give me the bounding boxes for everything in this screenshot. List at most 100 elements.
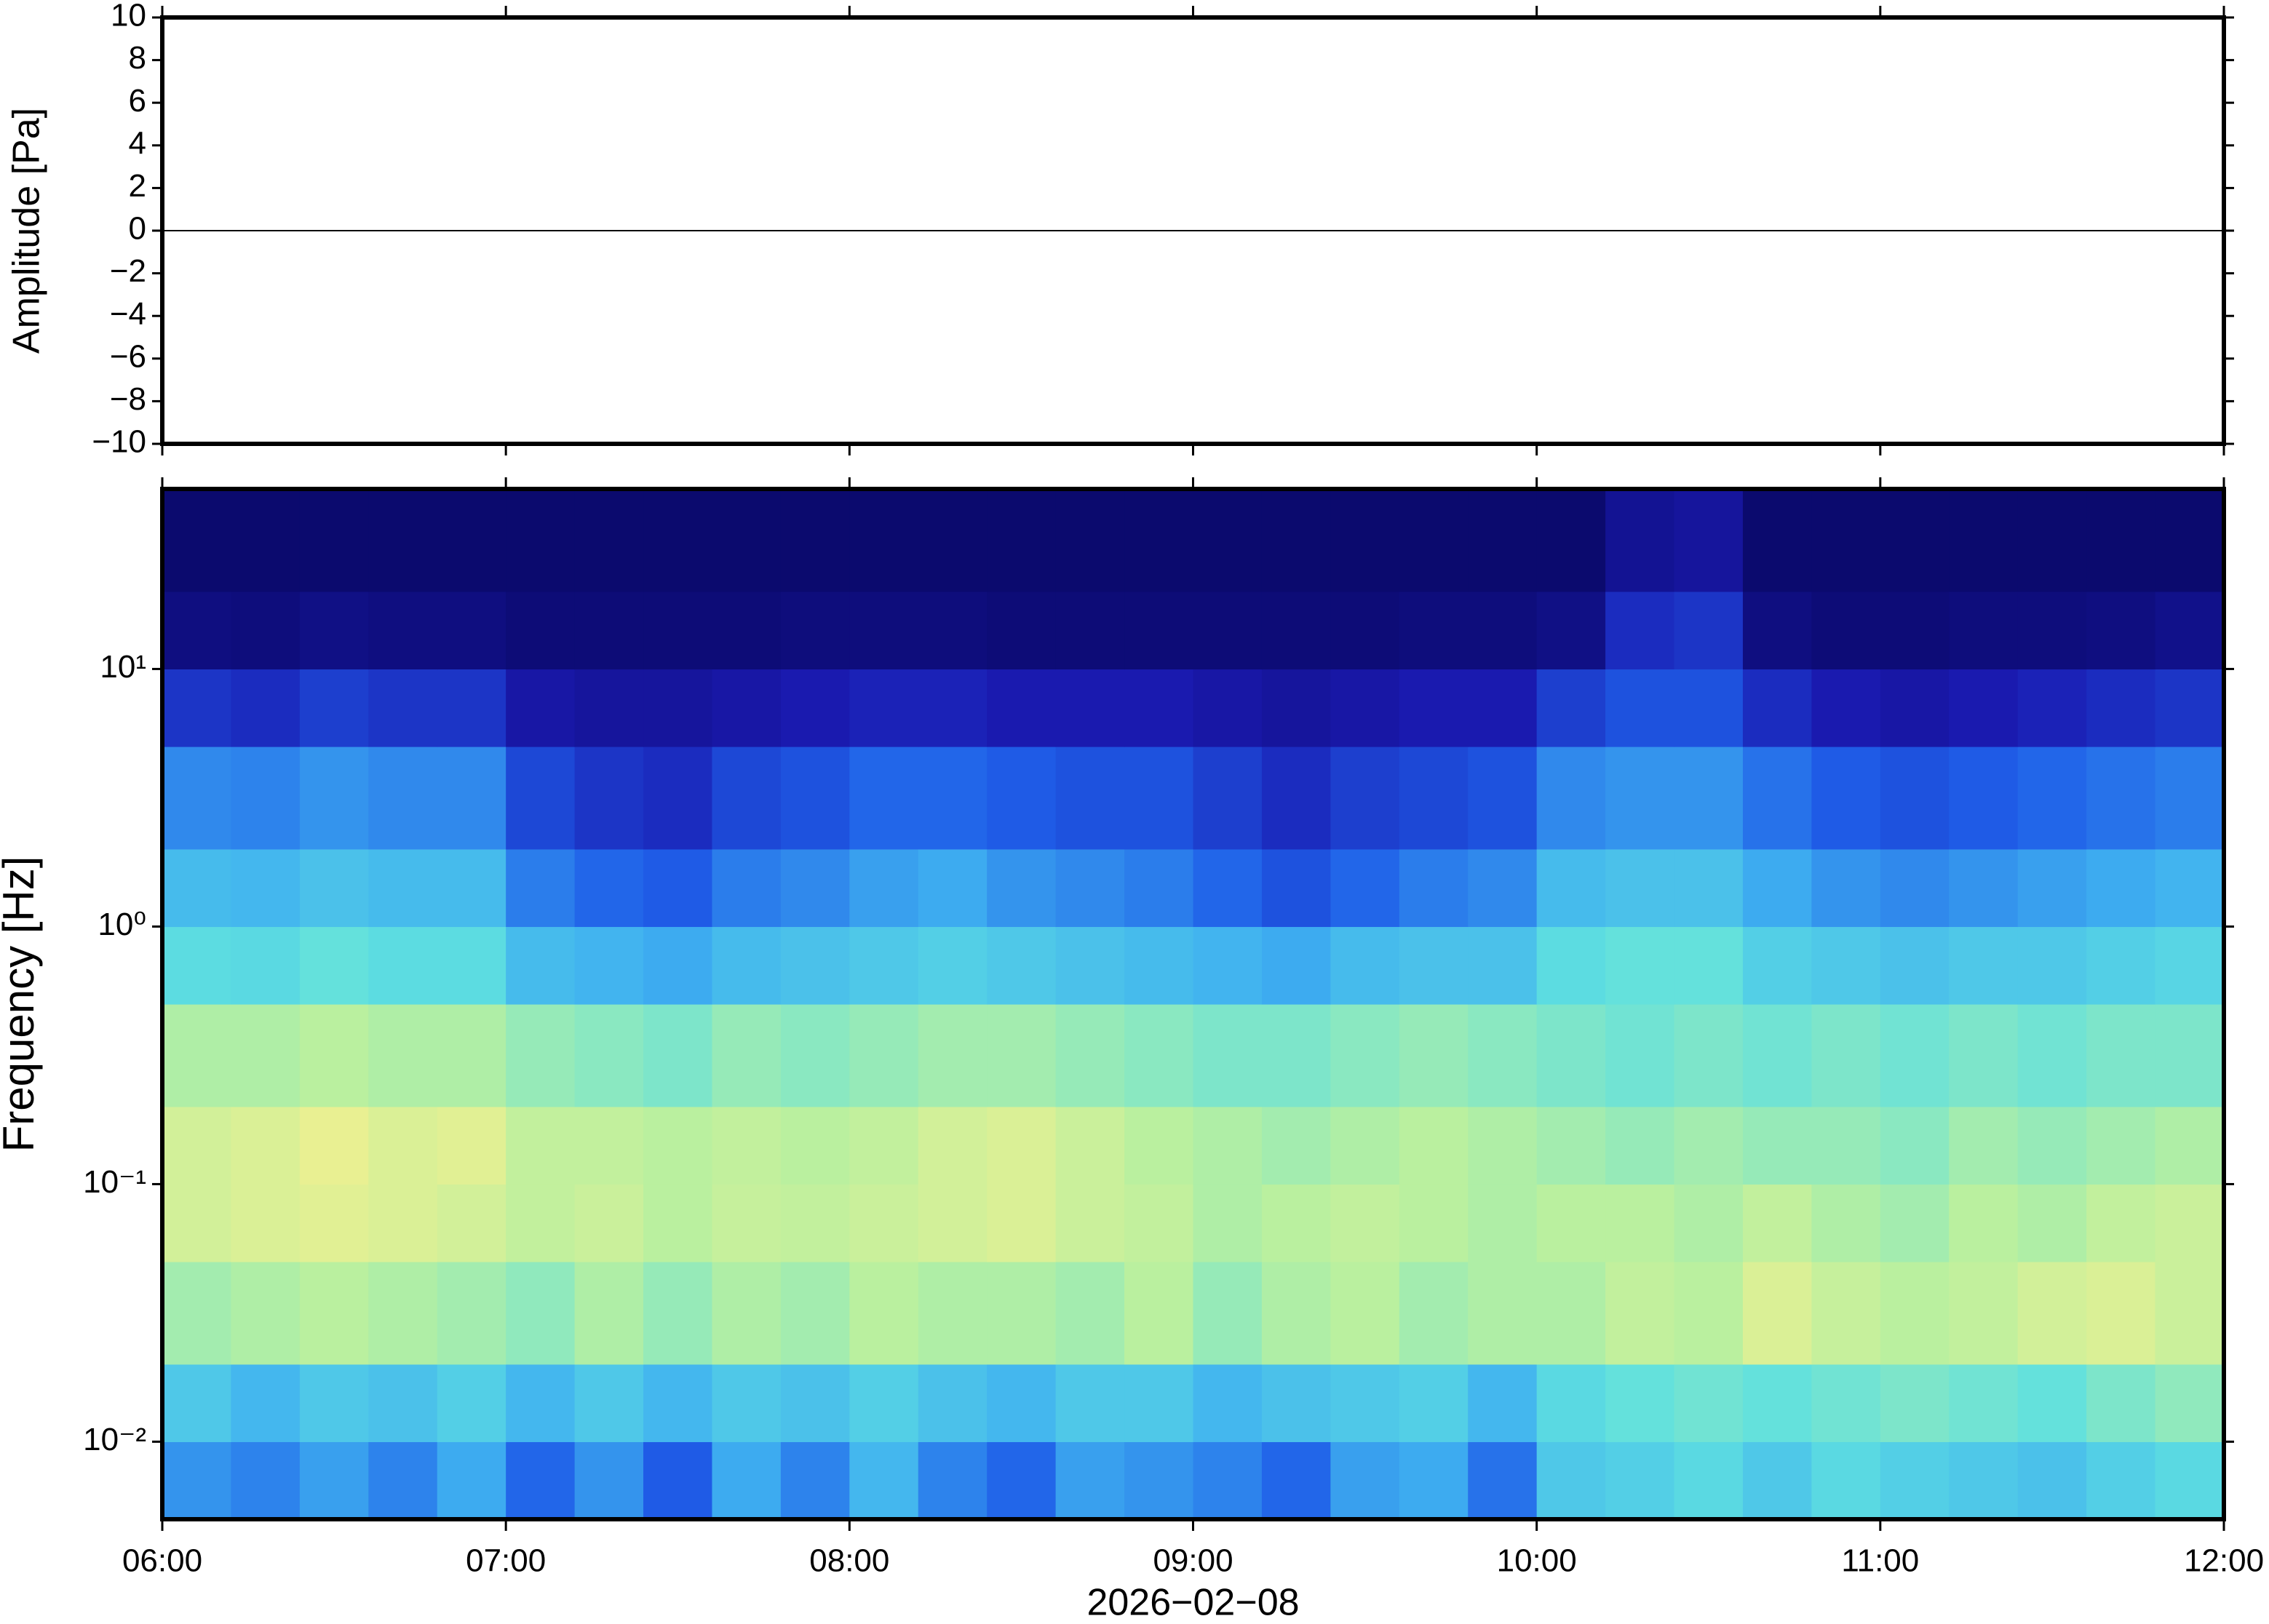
heatmap-cell [506, 1364, 576, 1443]
y-tick-label: 4 [129, 125, 146, 161]
heatmap-cell [643, 489, 713, 592]
heatmap-cell [2017, 1004, 2087, 1107]
heatmap-cell [1536, 1184, 1606, 1262]
heatmap-cell [1811, 1004, 1881, 1107]
heatmap-cell [2017, 747, 2087, 850]
heatmap-cell [1055, 926, 1125, 1005]
heatmap-cell [574, 1441, 644, 1520]
heatmap-cell [1124, 1441, 1194, 1520]
heatmap-cell [1261, 591, 1331, 670]
heatmap-cell [1055, 669, 1125, 747]
heatmap-cell [231, 1262, 301, 1365]
heatmap-cell [299, 591, 369, 670]
heatmap-cell [780, 1106, 850, 1185]
heatmap-cell [299, 1364, 369, 1443]
heatmap-cell [1468, 1441, 1538, 1520]
heatmap-cell [1880, 1106, 1950, 1185]
heatmap-cell [368, 1262, 438, 1365]
heatmap-cell [712, 591, 782, 670]
heatmap-cell [506, 1184, 576, 1262]
heatmap-cell [1949, 591, 2019, 670]
heatmap-cell [1674, 1364, 1744, 1443]
heatmap-cell [2155, 848, 2225, 928]
heatmap-cell [1536, 926, 1606, 1005]
heatmap-cell [1536, 489, 1606, 592]
heatmap-cell [1674, 1262, 1744, 1365]
heatmap-cell [1124, 669, 1194, 747]
heatmap-cell [1055, 747, 1125, 850]
heatmap-cell [1880, 1262, 1950, 1365]
heatmap-cell [1674, 1004, 1744, 1107]
heatmap-cell [2017, 669, 2087, 747]
heatmap-cell [987, 1184, 1057, 1262]
heatmap-cell [1261, 747, 1331, 850]
heatmap-cell [574, 1364, 644, 1443]
heatmap-cell [918, 747, 988, 850]
heatmap-cell [1193, 669, 1263, 747]
heatmap-cell [368, 1364, 438, 1443]
heatmap-cell [1399, 1441, 1469, 1520]
heatmap-cell [1674, 1106, 1744, 1185]
x-tick-label: 11:00 [1841, 1543, 1919, 1579]
heatmap-cell [712, 848, 782, 928]
heatmap-cell [849, 1004, 919, 1107]
heatmap-cell [712, 1184, 782, 1262]
heatmap-cell [1949, 1262, 2019, 1365]
heatmap-cell [918, 1364, 988, 1443]
heatmap-cell [1399, 848, 1469, 928]
heatmap-cell [299, 1441, 369, 1520]
heatmap-cell [780, 1364, 850, 1443]
y-tick-label: 10⁰ [98, 907, 146, 942]
heatmap-cell [299, 1106, 369, 1185]
heatmap-cell [849, 489, 919, 592]
heatmap-cell [1880, 1004, 1950, 1107]
heatmap-cell [1811, 1364, 1881, 1443]
x-tick-label: 09:00 [1153, 1543, 1233, 1579]
heatmap-cell [1605, 669, 1675, 747]
heatmap-cell [918, 1262, 988, 1365]
heatmap-cell [1399, 1364, 1469, 1443]
heatmap-cell [1399, 1106, 1469, 1185]
heatmap-cell [1949, 1441, 2019, 1520]
heatmap-cell [1811, 1262, 1881, 1365]
heatmap-cell [1193, 1441, 1263, 1520]
heatmap-cell [506, 489, 576, 592]
heatmap-cell [849, 848, 919, 928]
heatmap-cell [299, 1262, 369, 1365]
heatmap-cell [1536, 1106, 1606, 1185]
heatmap-cell [1193, 591, 1263, 670]
heatmap-cell [231, 1364, 301, 1443]
heatmap-cell [1880, 489, 1950, 592]
heatmap-cell [2017, 1364, 2087, 1443]
heatmap-cell [437, 1262, 506, 1365]
heatmap-cell [849, 669, 919, 747]
heatmap-cell [1193, 926, 1263, 1005]
heatmap-cell [1742, 591, 1812, 670]
heatmap-cell [849, 1441, 919, 1520]
heatmap-cell [2086, 1441, 2156, 1520]
heatmap-cell [849, 1262, 919, 1365]
heatmap-cell [1330, 1184, 1400, 1262]
heatmap-cell [368, 489, 438, 592]
heatmap-cell [2017, 926, 2087, 1005]
heatmap-cell [506, 1106, 576, 1185]
heatmap-cell [231, 1004, 301, 1107]
heatmap-cell [1261, 1004, 1331, 1107]
heatmap-cell [1811, 669, 1881, 747]
heatmap-cell [2017, 591, 2087, 670]
heatmap-cell [1880, 1364, 1950, 1443]
heatmap-cell [437, 926, 506, 1005]
heatmap-cell [1468, 747, 1538, 850]
heatmap-cell [162, 848, 232, 928]
heatmap-cell [1055, 489, 1125, 592]
heatmap-cell [1261, 1184, 1331, 1262]
heatmap-cell [1949, 747, 2019, 850]
heatmap-cell [2155, 1262, 2225, 1365]
heatmap-cell [299, 747, 369, 850]
heatmap-cell [1055, 848, 1125, 928]
heatmap-cell [1674, 489, 1744, 592]
heatmap-cell [437, 489, 506, 592]
heatmap-cell [162, 747, 232, 850]
heatmap-cell [1674, 1441, 1744, 1520]
heatmap-cell [1330, 1262, 1400, 1365]
